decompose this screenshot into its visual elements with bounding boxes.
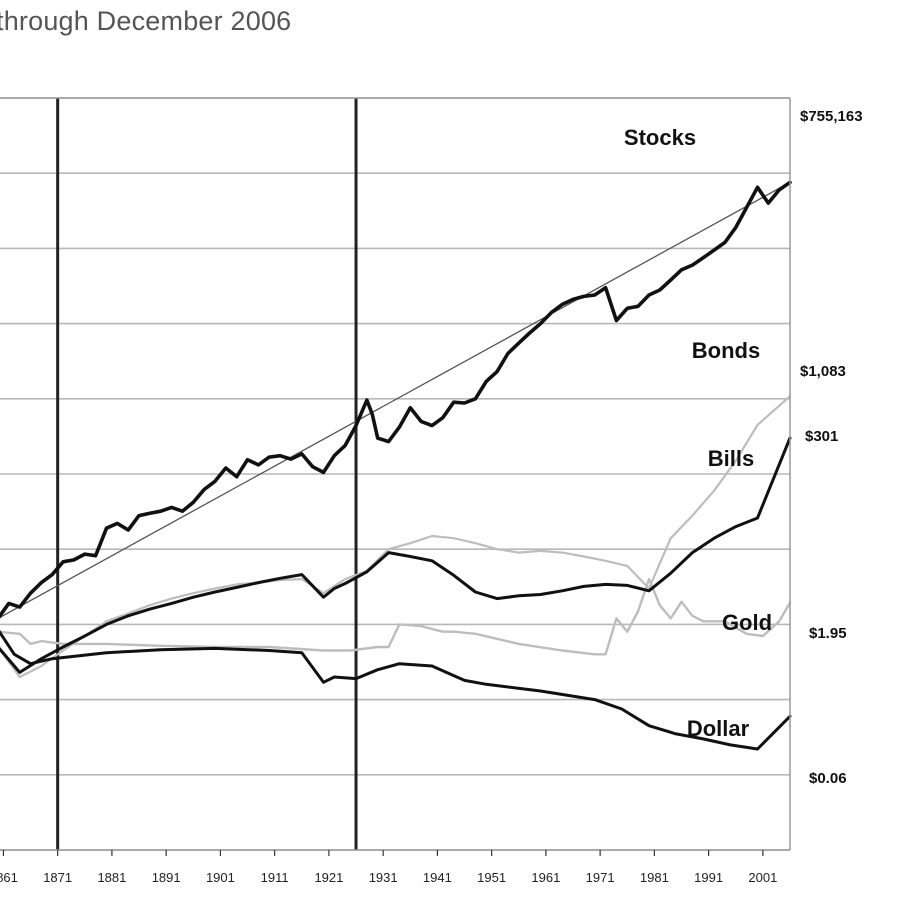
series-line-bills (0, 436, 792, 674)
series-line-bonds (0, 395, 792, 679)
series-line-dollar (0, 630, 792, 751)
x-tick-label: 1901 (206, 870, 235, 885)
trend-layer (0, 181, 791, 619)
x-tick-label: 1871 (43, 870, 72, 885)
x-tick-label: 1921 (314, 870, 343, 885)
series-label-bonds: Bonds (692, 338, 760, 363)
x-tick-label: 1971 (586, 870, 615, 885)
x-tick-label: 1991 (694, 870, 723, 885)
x-tick-label: 1931 (369, 870, 398, 885)
vertical-markers (56, 98, 358, 850)
labels: Stocks $755,163 Bonds $1,083 Bills $301 Gold $1… (624, 108, 863, 787)
x-tick-label: 2001 (748, 870, 777, 885)
series-label-gold: Gold (722, 610, 772, 635)
grid (0, 97, 790, 851)
x-tick-label: 1981 (640, 870, 669, 885)
series-label-bills: Bills (708, 446, 754, 471)
end-value-bonds: $1,083 (800, 363, 846, 380)
series-label-dollar: Dollar (687, 716, 750, 741)
series-layer (0, 180, 792, 751)
series-line-stocks (0, 180, 792, 619)
series-label-stocks: Stocks (624, 125, 696, 150)
end-value-gold: $1.95 (809, 625, 847, 642)
x-tick-label: 1951 (477, 870, 506, 885)
x-tick-label: 1881 (97, 870, 126, 885)
series-line-gold (0, 577, 792, 656)
chart-title: through December 2006 (0, 6, 292, 36)
plot-frame (0, 97, 791, 851)
end-value-dollar: $0.06 (809, 770, 847, 787)
x-axis: 1861 1871 1881 1891 1901 1911 1921 1931 1941 1951… (0, 850, 777, 885)
x-tick-label: 1911 (261, 870, 289, 885)
x-tick-label: 1891 (152, 870, 181, 885)
stocks-trend-line (0, 181, 791, 619)
end-value-stocks: $755,163 (800, 108, 863, 125)
x-tick-label: 1961 (531, 870, 560, 885)
x-tick-label: 1941 (423, 870, 452, 885)
x-tick-label: 1861 (0, 870, 18, 885)
end-value-bills: $301 (805, 428, 838, 445)
